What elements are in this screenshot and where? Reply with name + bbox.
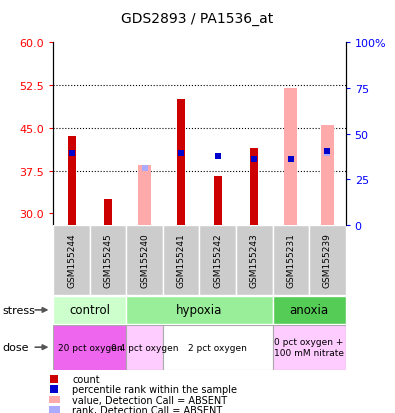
Bar: [138, 166, 151, 225]
Bar: [104, 199, 112, 225]
Text: GDS2893 / PA1536_at: GDS2893 / PA1536_at: [121, 12, 274, 26]
Text: rank, Detection Call = ABSENT: rank, Detection Call = ABSENT: [72, 405, 223, 413]
Text: GSM155239: GSM155239: [323, 233, 332, 287]
Bar: [49, 396, 60, 404]
Bar: [309, 225, 346, 295]
Bar: [53, 325, 126, 370]
Bar: [273, 225, 309, 295]
Text: 2 pct oxygen: 2 pct oxygen: [188, 343, 247, 352]
Text: GSM155245: GSM155245: [103, 233, 113, 287]
Bar: [214, 177, 222, 225]
Text: GSM155243: GSM155243: [250, 233, 259, 287]
Bar: [236, 225, 273, 295]
Bar: [250, 148, 258, 225]
Text: stress: stress: [2, 305, 35, 315]
Bar: [199, 225, 236, 295]
Text: dose: dose: [2, 342, 28, 352]
Bar: [177, 100, 185, 225]
Bar: [126, 296, 273, 324]
Text: count: count: [72, 374, 100, 384]
Bar: [53, 296, 126, 324]
Text: GSM155240: GSM155240: [140, 233, 149, 287]
Text: 0 pct oxygen +
100 mM nitrate: 0 pct oxygen + 100 mM nitrate: [274, 338, 344, 357]
Text: GSM155241: GSM155241: [177, 233, 186, 287]
Bar: [273, 325, 346, 370]
Text: value, Detection Call = ABSENT: value, Detection Call = ABSENT: [72, 395, 228, 405]
Text: control: control: [70, 304, 110, 317]
Bar: [90, 225, 126, 295]
Text: anoxia: anoxia: [290, 304, 329, 317]
Bar: [273, 296, 346, 324]
Bar: [49, 406, 60, 413]
Bar: [321, 126, 334, 225]
Text: 20 pct oxygen: 20 pct oxygen: [58, 343, 122, 352]
Bar: [53, 225, 90, 295]
Text: GSM155244: GSM155244: [67, 233, 76, 287]
Text: GSM155242: GSM155242: [213, 233, 222, 287]
Bar: [126, 225, 163, 295]
Bar: [126, 325, 163, 370]
Text: percentile rank within the sample: percentile rank within the sample: [72, 385, 237, 394]
Bar: [68, 137, 75, 225]
Text: GSM155231: GSM155231: [286, 233, 295, 287]
Bar: [163, 325, 273, 370]
Text: hypoxia: hypoxia: [176, 304, 223, 317]
Bar: [163, 225, 199, 295]
Text: 0.4 pct oxygen: 0.4 pct oxygen: [111, 343, 179, 352]
Bar: [284, 89, 297, 225]
